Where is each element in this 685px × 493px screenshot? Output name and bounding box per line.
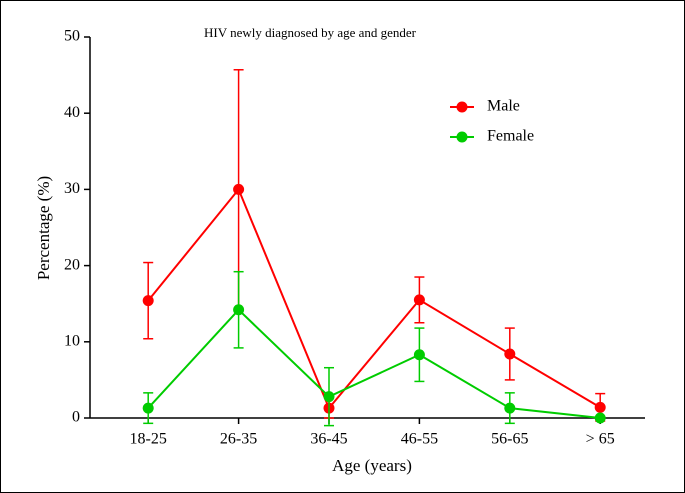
y-axis-label: Percentage (%) bbox=[34, 176, 53, 280]
x-tick-label: > 65 bbox=[586, 431, 615, 448]
x-tick-label: 36-45 bbox=[310, 431, 347, 448]
chart-title: HIV newly diagnosed by age and gender bbox=[204, 25, 417, 40]
data-point bbox=[504, 348, 516, 360]
y-tick-label: 50 bbox=[64, 28, 80, 45]
x-tick-label: 18-25 bbox=[130, 431, 167, 448]
data-point bbox=[504, 402, 516, 414]
data-point bbox=[413, 294, 425, 306]
x-tick-label: 26-35 bbox=[220, 431, 257, 448]
data-point bbox=[413, 349, 425, 361]
x-axis-label: Age (years) bbox=[332, 456, 412, 475]
series-line bbox=[147, 187, 601, 411]
x-tick-label: 46-55 bbox=[401, 431, 438, 448]
legend-label: Female bbox=[487, 128, 534, 145]
y-tick-label: 30 bbox=[64, 180, 80, 197]
legend-marker bbox=[456, 101, 468, 113]
data-point bbox=[233, 304, 245, 316]
data-point bbox=[233, 183, 245, 195]
data-point bbox=[142, 295, 154, 307]
y-tick-label: 20 bbox=[64, 256, 80, 273]
data-point bbox=[594, 401, 606, 413]
series-line bbox=[147, 308, 601, 419]
x-tick-label: 56-65 bbox=[491, 431, 528, 448]
legend-marker bbox=[456, 131, 468, 143]
data-point bbox=[142, 402, 154, 414]
data-point bbox=[323, 391, 335, 403]
y-tick-label: 10 bbox=[64, 332, 80, 349]
y-tick-label: 0 bbox=[72, 409, 80, 426]
legend-label: Male bbox=[487, 98, 520, 115]
data-point bbox=[594, 412, 606, 424]
y-tick-label: 40 bbox=[64, 104, 80, 121]
